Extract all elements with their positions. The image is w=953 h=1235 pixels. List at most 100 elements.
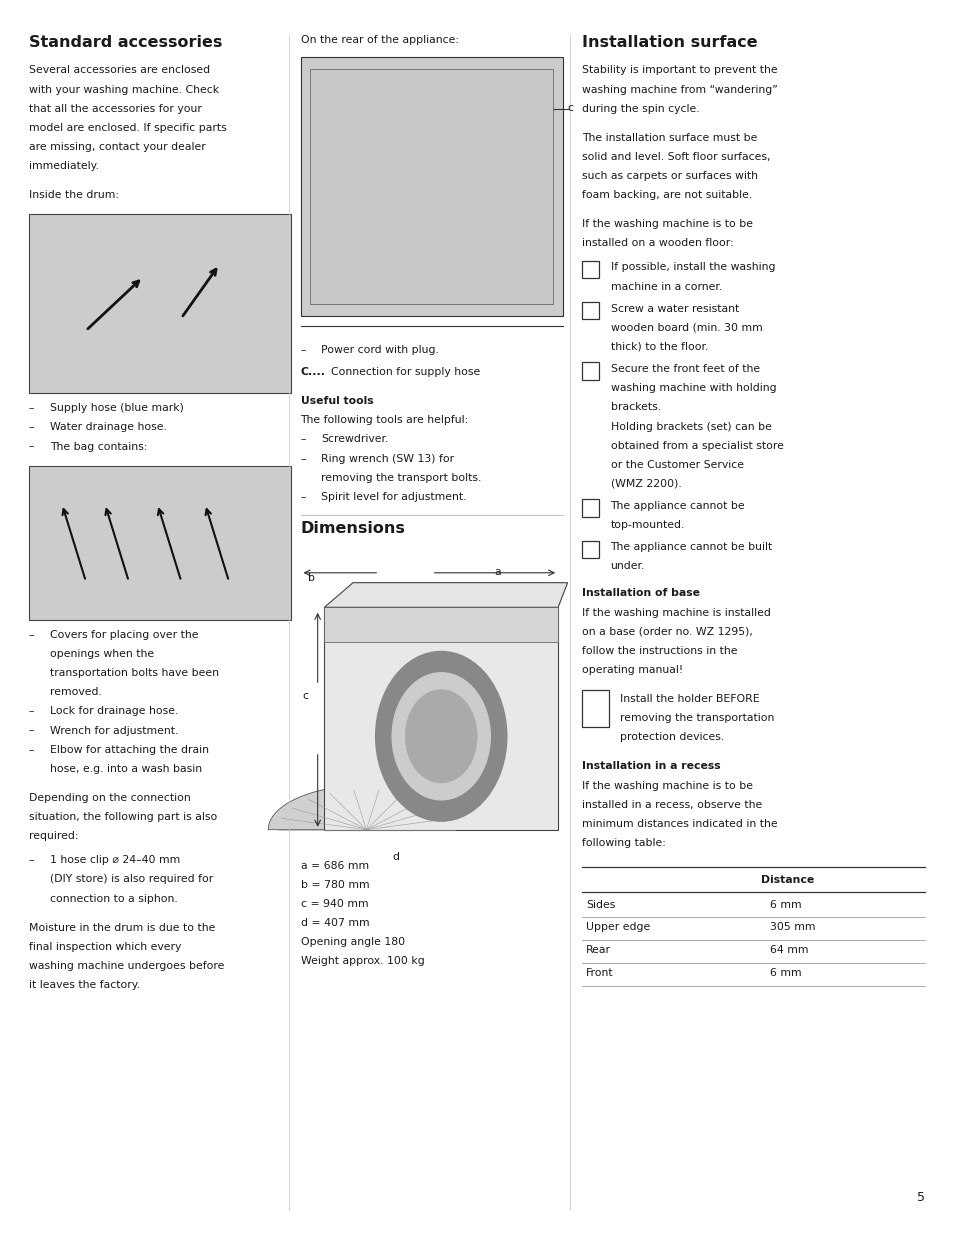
Text: Water drainage hose.: Water drainage hose. (50, 422, 167, 432)
Circle shape (405, 689, 476, 783)
Text: If the washing machine is to be: If the washing machine is to be (581, 781, 752, 790)
Text: on a base (order no. WZ 1295),: on a base (order no. WZ 1295), (581, 626, 752, 637)
Bar (581, 261, 598, 278)
Text: 64 mm: 64 mm (769, 946, 808, 956)
Text: Elbow for attaching the drain: Elbow for attaching the drain (50, 745, 209, 755)
Text: Connection for supply hose: Connection for supply hose (331, 367, 479, 377)
Text: with your washing machine. Check: with your washing machine. Check (29, 85, 218, 95)
Text: Power cord with plug.: Power cord with plug. (321, 345, 439, 354)
Text: Ring wrench (SW 13) for: Ring wrench (SW 13) for (321, 453, 455, 463)
Text: operating manual!: operating manual! (581, 664, 682, 676)
Text: –: – (29, 725, 34, 736)
Text: Weight approx. 100 kg: Weight approx. 100 kg (300, 956, 424, 966)
Text: or the Customer Service: or the Customer Service (610, 459, 742, 469)
Text: 6 mm: 6 mm (769, 968, 801, 978)
Text: –: – (300, 453, 306, 463)
Text: removing the transport bolts.: removing the transport bolts. (321, 473, 481, 483)
Text: The following tools are helpful:: The following tools are helpful: (300, 415, 468, 425)
Text: Installation in a recess: Installation in a recess (581, 761, 720, 772)
Text: (WMZ 2200).: (WMZ 2200). (610, 479, 680, 489)
Text: –: – (29, 855, 34, 866)
Text: Screwdriver.: Screwdriver. (321, 435, 389, 445)
Text: hose, e.g. into a wash basin: hose, e.g. into a wash basin (50, 763, 201, 774)
Text: The appliance cannot be built: The appliance cannot be built (610, 542, 772, 552)
Text: Standard accessories: Standard accessories (29, 35, 222, 49)
Bar (581, 690, 608, 727)
Text: transportation bolts have been: transportation bolts have been (50, 668, 218, 678)
Text: follow the instructions in the: follow the instructions in the (581, 646, 737, 656)
Bar (300, 57, 562, 316)
Text: openings when the: openings when the (50, 648, 153, 659)
Text: during the spin cycle.: during the spin cycle. (581, 104, 699, 114)
Text: brackets.: brackets. (610, 403, 660, 412)
Text: Upper edge: Upper edge (585, 923, 649, 932)
Text: 1 hose clip ⌀ 24–40 mm: 1 hose clip ⌀ 24–40 mm (50, 855, 180, 866)
Text: Lock for drainage hose.: Lock for drainage hose. (50, 706, 178, 716)
Circle shape (392, 673, 490, 800)
Text: –: – (29, 630, 34, 640)
Text: If the washing machine is installed: If the washing machine is installed (581, 608, 770, 618)
Text: (DIY store) is also required for: (DIY store) is also required for (50, 874, 213, 884)
Polygon shape (268, 785, 464, 830)
Text: Dimensions: Dimensions (300, 521, 405, 536)
Text: Front: Front (585, 968, 613, 978)
Text: Supply hose (blue mark): Supply hose (blue mark) (50, 403, 183, 414)
Text: installed in a recess, observe the: installed in a recess, observe the (581, 799, 761, 810)
Text: a: a (494, 567, 500, 577)
Text: installed on a wooden floor:: installed on a wooden floor: (581, 238, 733, 248)
Text: Installation surface: Installation surface (581, 35, 757, 49)
Text: On the rear of the appliance:: On the rear of the appliance: (300, 35, 458, 44)
Text: Wrench for adjustment.: Wrench for adjustment. (50, 725, 178, 736)
Bar (581, 301, 598, 319)
Text: foam backing, are not suitable.: foam backing, are not suitable. (581, 190, 751, 200)
Text: d = 407 mm: d = 407 mm (300, 918, 369, 927)
Text: washing machine with holding: washing machine with holding (610, 383, 776, 393)
Text: model are enclosed. If specific parts: model are enclosed. If specific parts (29, 124, 226, 133)
Text: machine in a corner.: machine in a corner. (610, 282, 721, 291)
Text: Secure the front feet of the: Secure the front feet of the (610, 364, 759, 374)
Text: 6 mm: 6 mm (769, 899, 801, 909)
Text: –: – (300, 345, 306, 354)
Text: The bag contains:: The bag contains: (50, 441, 147, 452)
Text: The installation surface must be: The installation surface must be (581, 132, 757, 143)
Text: final inspection which every: final inspection which every (29, 941, 181, 952)
Text: d: d (392, 852, 399, 862)
Text: –: – (29, 422, 34, 432)
Text: a = 686 mm: a = 686 mm (300, 861, 368, 871)
Text: If possible, install the washing: If possible, install the washing (610, 262, 774, 273)
Text: Opening angle 180: Opening angle 180 (300, 937, 404, 947)
Text: Spirit level for adjustment.: Spirit level for adjustment. (321, 492, 467, 501)
Text: b: b (308, 573, 314, 583)
Text: connection to a siphon.: connection to a siphon. (50, 893, 177, 904)
Text: Depending on the connection: Depending on the connection (29, 793, 191, 803)
Text: c = 940 mm: c = 940 mm (300, 899, 368, 909)
Circle shape (375, 652, 506, 821)
Text: –: – (300, 492, 306, 501)
Text: protection devices.: protection devices. (619, 732, 723, 742)
Text: Useful tools: Useful tools (300, 396, 373, 406)
Text: Installation of base: Installation of base (581, 588, 700, 599)
Text: required:: required: (29, 831, 78, 841)
Text: –: – (29, 441, 34, 452)
Text: solid and level. Soft floor surfaces,: solid and level. Soft floor surfaces, (581, 152, 770, 162)
Text: –: – (29, 403, 34, 414)
Text: top-mounted.: top-mounted. (610, 520, 684, 530)
Text: Install the holder BEFORE: Install the holder BEFORE (619, 694, 759, 704)
Text: c: c (302, 692, 308, 701)
Text: obtained from a specialist store: obtained from a specialist store (610, 441, 782, 451)
Text: such as carpets or surfaces with: such as carpets or surfaces with (581, 170, 757, 182)
Text: Several accessories are enclosed: Several accessories are enclosed (29, 65, 210, 75)
Text: b = 780 mm: b = 780 mm (300, 879, 369, 889)
Text: Stability is important to prevent the: Stability is important to prevent the (581, 65, 777, 75)
Text: washing machine from “wandering”: washing machine from “wandering” (581, 85, 777, 95)
Text: thick) to the floor.: thick) to the floor. (610, 342, 707, 352)
Text: The appliance cannot be: The appliance cannot be (610, 501, 744, 511)
Text: washing machine undergoes before: washing machine undergoes before (29, 961, 224, 971)
Text: –: – (29, 745, 34, 755)
Text: Sides: Sides (585, 899, 615, 909)
Text: –: – (300, 435, 306, 445)
Text: C....: C.... (300, 367, 325, 377)
Bar (324, 608, 558, 830)
Text: Inside the drum:: Inside the drum: (29, 190, 118, 200)
Bar (581, 362, 598, 379)
